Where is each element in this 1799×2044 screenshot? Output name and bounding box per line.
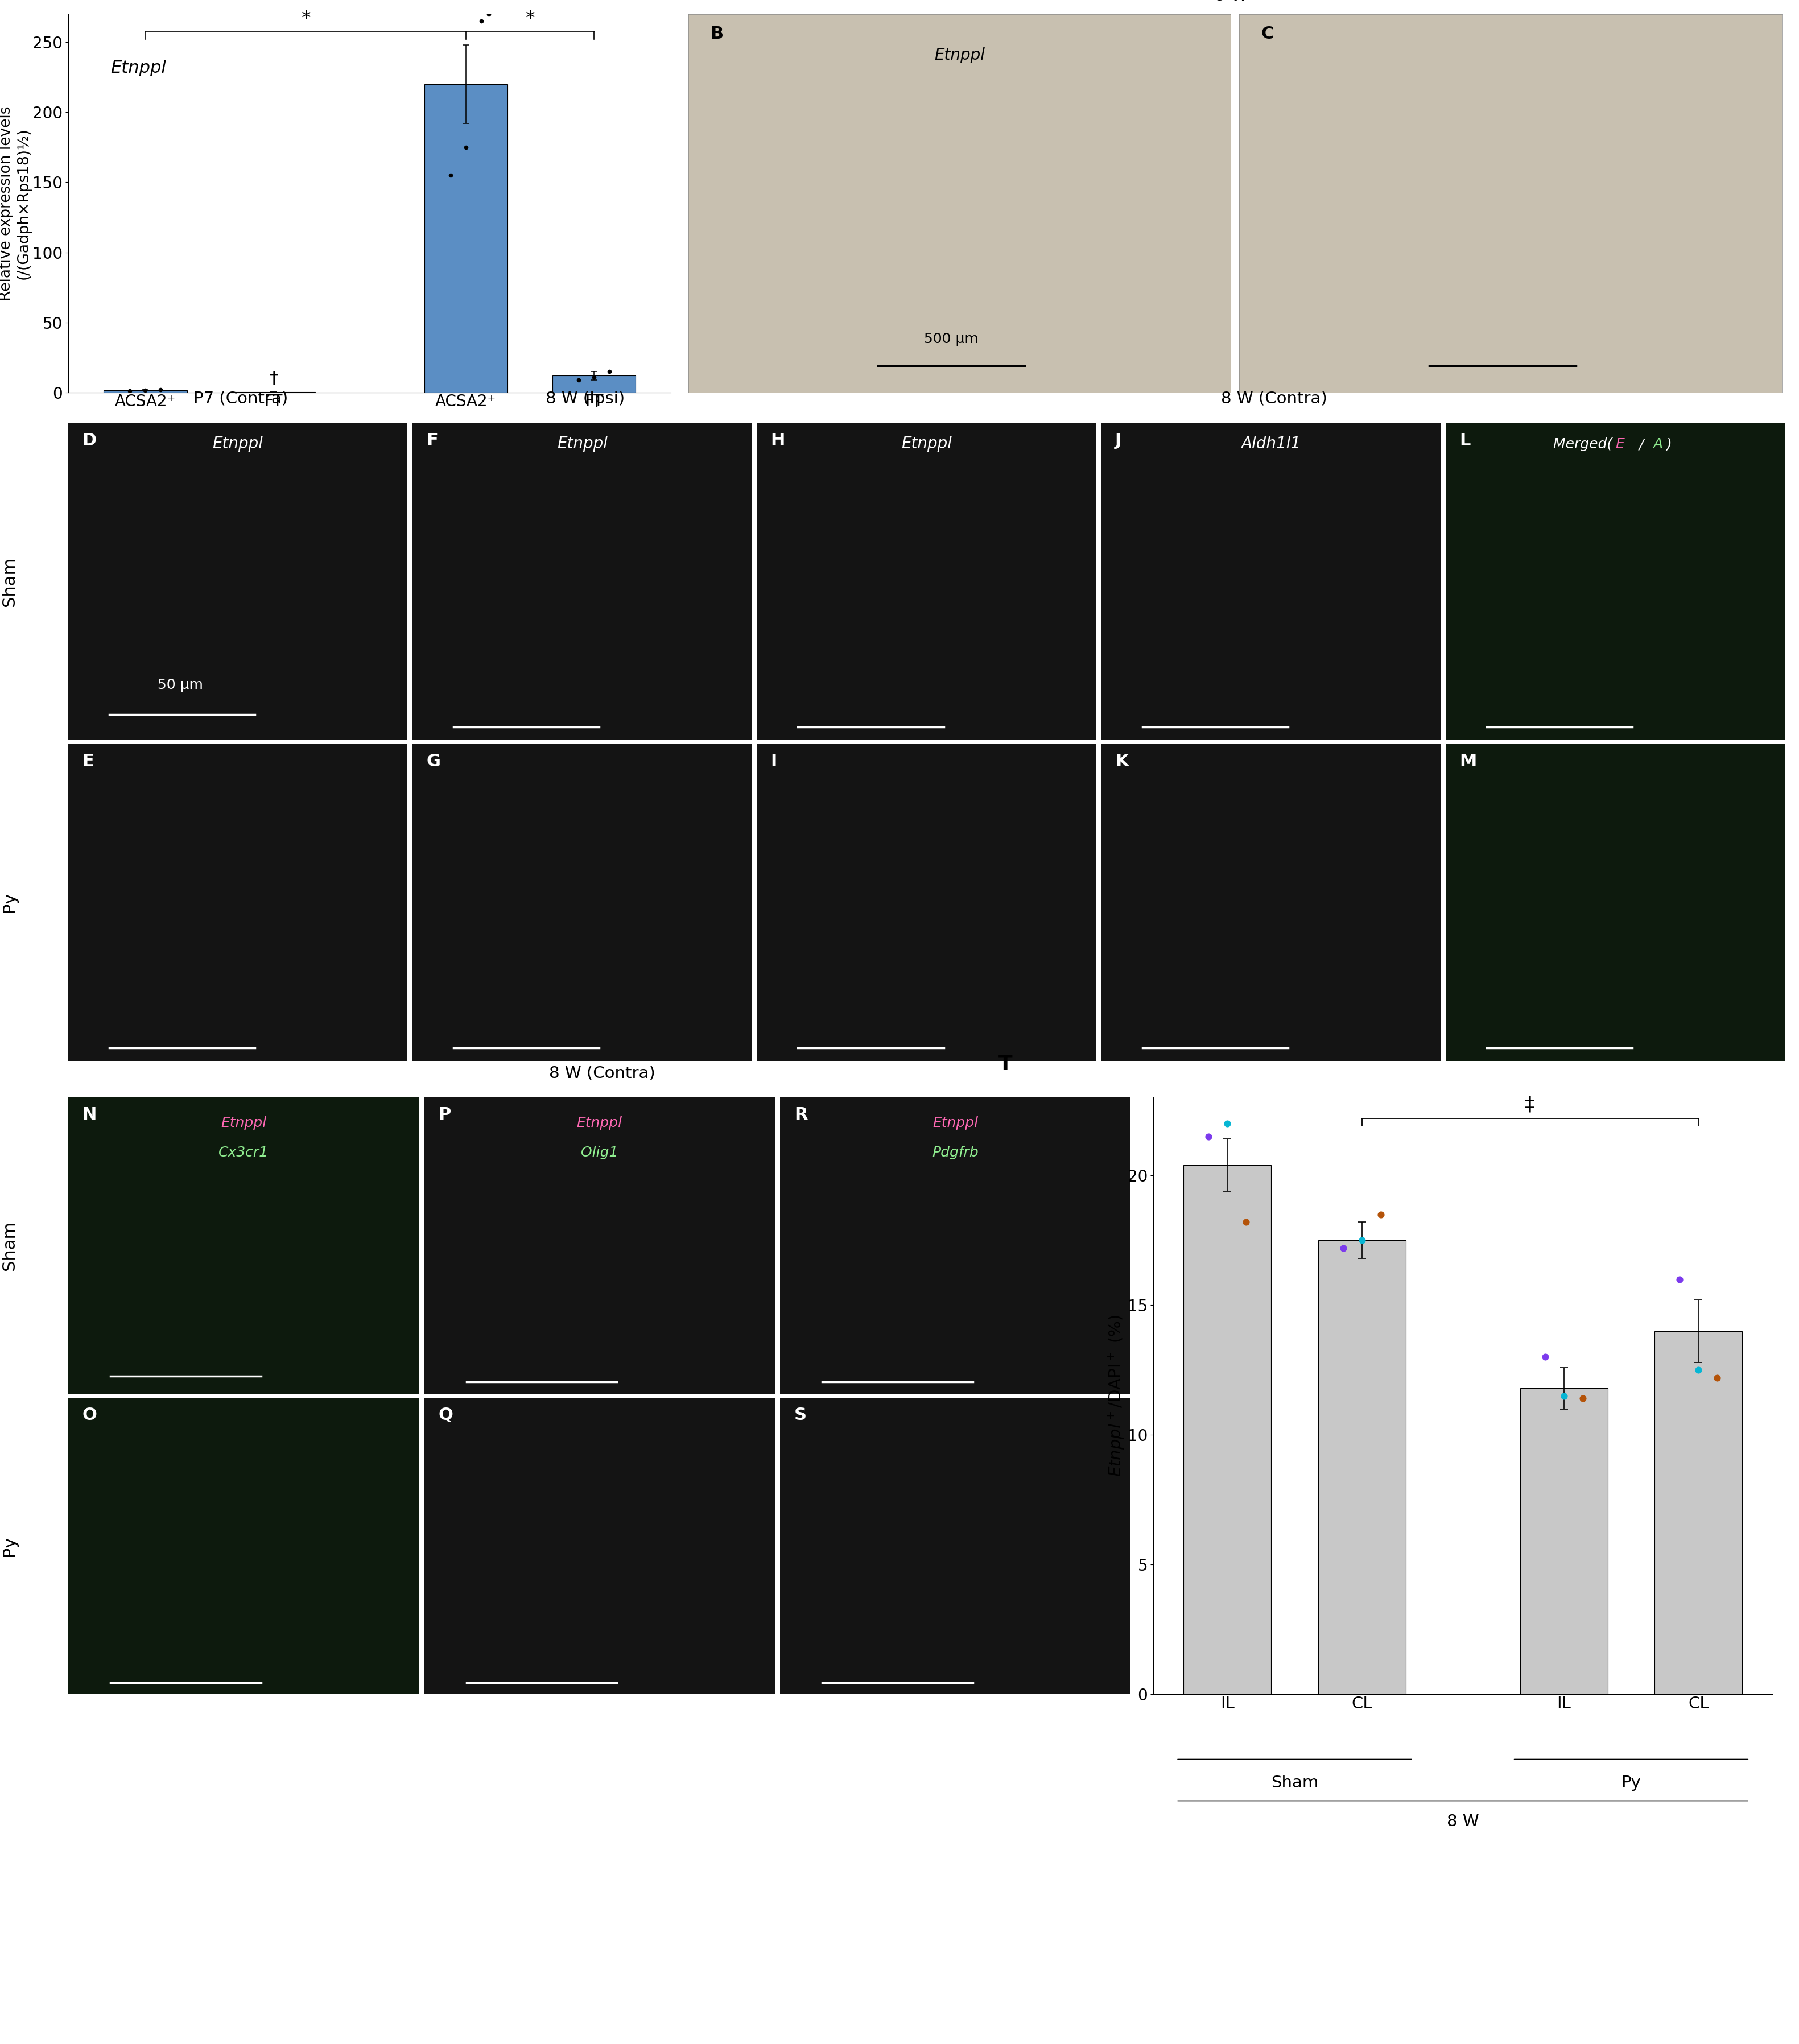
- Point: [1531, 1341, 1560, 1374]
- Text: A: A: [56, 0, 72, 2]
- Text: Sham: Sham: [2, 1220, 18, 1271]
- Text: E: E: [1616, 437, 1624, 452]
- Text: 8 W: 8 W: [515, 460, 545, 476]
- Text: Etnppl: Etnppl: [577, 1116, 622, 1130]
- Point: [1704, 1361, 1732, 1394]
- Text: 8 W (Contra): 8 W (Contra): [1222, 390, 1328, 407]
- Text: ‡: ‡: [1526, 1096, 1535, 1114]
- Text: N: N: [83, 1106, 97, 1122]
- Point: [1684, 1353, 1713, 1386]
- Point: [1666, 1263, 1695, 1296]
- Point: [131, 374, 160, 407]
- Text: 8 W: 8 W: [1446, 1813, 1479, 1829]
- Text: E: E: [81, 754, 94, 771]
- Text: G: G: [426, 754, 441, 771]
- Text: C: C: [1261, 27, 1274, 43]
- Text: P: P: [439, 1106, 452, 1122]
- Text: 8 W (Ipsi): 8 W (Ipsi): [545, 390, 624, 407]
- Text: H: H: [770, 433, 784, 450]
- Point: [1232, 1206, 1261, 1239]
- Text: P10: P10: [194, 460, 225, 476]
- Text: R: R: [793, 1106, 808, 1122]
- Y-axis label: Relative expression levels
(/(Gadph×Rps18)½): Relative expression levels (/(Gadph×Rps1…: [0, 106, 31, 300]
- Text: Etnppl: Etnppl: [558, 435, 608, 452]
- Text: K: K: [1115, 754, 1128, 771]
- Text: Sham: Sham: [1270, 1774, 1319, 1791]
- Text: Q: Q: [439, 1406, 453, 1423]
- Y-axis label: $Etnppl^+$/DAPI$^+$ (%): $Etnppl^+$/DAPI$^+$ (%): [1106, 1314, 1126, 1478]
- Text: A: A: [1653, 437, 1662, 452]
- Bar: [104, 390, 187, 392]
- Text: Py: Py: [1621, 1774, 1641, 1791]
- Point: [452, 131, 480, 164]
- Text: P7 (Contra): P7 (Contra): [192, 390, 288, 407]
- Text: Cx3cr1: Cx3cr1: [218, 1147, 268, 1159]
- Text: Aldh1l1: Aldh1l1: [1241, 435, 1301, 452]
- Point: [1367, 1198, 1396, 1230]
- Point: [1195, 1120, 1223, 1153]
- Point: [1549, 1380, 1578, 1412]
- Point: [146, 374, 175, 407]
- Text: Etnppl: Etnppl: [110, 59, 166, 76]
- Point: [435, 159, 464, 192]
- Point: [1329, 1233, 1358, 1265]
- Text: Etnppl: Etnppl: [901, 435, 952, 452]
- Point: [468, 4, 497, 37]
- Text: 8 W: 8 W: [1214, 0, 1249, 4]
- Text: T: T: [998, 1055, 1013, 1073]
- Bar: [1655, 1331, 1741, 1694]
- Point: [595, 356, 624, 388]
- Text: †: †: [270, 370, 277, 386]
- Text: B: B: [711, 27, 723, 43]
- Bar: [1520, 1388, 1608, 1694]
- Point: [579, 360, 608, 392]
- Text: Py: Py: [2, 1535, 18, 1558]
- Point: [115, 374, 144, 407]
- Text: D: D: [81, 433, 95, 450]
- Text: Pdgfrb: Pdgfrb: [932, 1147, 979, 1159]
- Text: Merged(: Merged(: [1554, 437, 1616, 452]
- Text: Etnppl: Etnppl: [932, 1116, 979, 1130]
- Text: 8 W (Contra): 8 W (Contra): [549, 1065, 655, 1081]
- Text: /: /: [1639, 437, 1644, 452]
- Text: L: L: [1459, 433, 1470, 450]
- Text: F: F: [426, 433, 439, 450]
- Bar: [1319, 1241, 1405, 1694]
- Text: Py: Py: [2, 891, 18, 914]
- Point: [475, 0, 504, 31]
- Text: Etnppl: Etnppl: [934, 47, 984, 63]
- Bar: [1184, 1165, 1272, 1694]
- Text: Sham: Sham: [2, 556, 18, 607]
- Point: [565, 364, 594, 397]
- Text: O: O: [83, 1406, 97, 1423]
- Text: 50 μm: 50 μm: [158, 679, 203, 693]
- Bar: [425, 84, 507, 392]
- Text: I: I: [770, 754, 777, 771]
- Text: M: M: [1459, 754, 1477, 771]
- Text: J: J: [1115, 433, 1121, 450]
- Text: Olig1: Olig1: [581, 1147, 619, 1159]
- Text: S: S: [793, 1406, 806, 1423]
- Text: ): ): [1666, 437, 1671, 452]
- Text: 500 μm: 500 μm: [925, 333, 979, 345]
- Text: Etnppl: Etnppl: [212, 435, 263, 452]
- Text: *: *: [300, 10, 309, 29]
- Point: [1347, 1224, 1376, 1257]
- Text: Etnppl: Etnppl: [221, 1116, 266, 1130]
- Bar: [552, 376, 635, 392]
- Point: [1213, 1108, 1241, 1141]
- Text: *: *: [525, 10, 534, 29]
- Point: [1569, 1382, 1598, 1414]
